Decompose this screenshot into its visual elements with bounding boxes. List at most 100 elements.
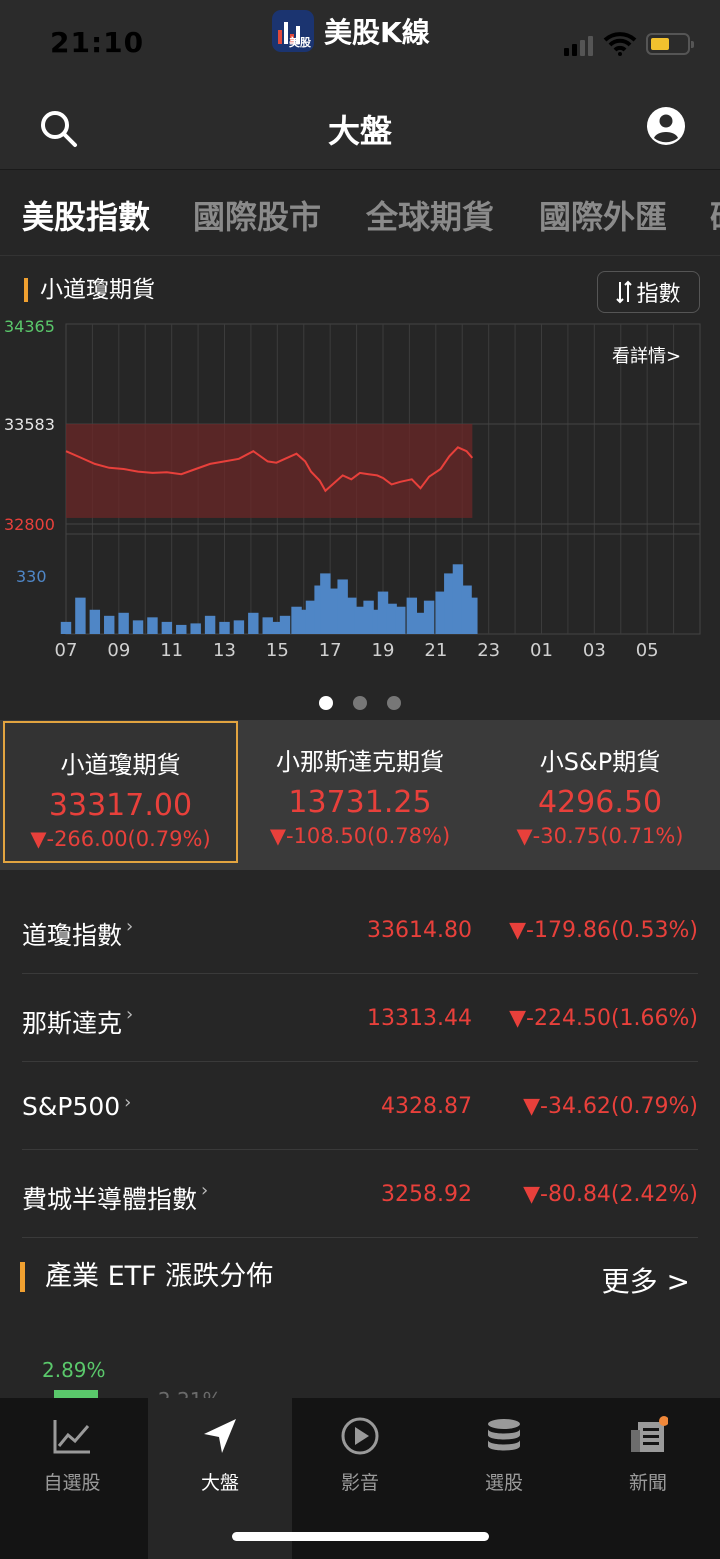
- switch-index-button[interactable]: 指數: [597, 271, 700, 313]
- index-row-nasdaq[interactable]: 那斯達克 › 13313.44 ▼-224.50(1.66%): [22, 974, 698, 1062]
- tab-forex[interactable]: 國際外匯: [539, 198, 668, 236]
- volume-bar: [204, 615, 216, 634]
- index-price: 33614.80: [367, 918, 472, 943]
- battery-icon: [646, 33, 694, 55]
- navigation-arrow-icon: [204, 1419, 236, 1453]
- newspaper-icon: [631, 1416, 668, 1452]
- volume-bar: [291, 606, 302, 634]
- index-row-sox[interactable]: 費城半導體指數 › 3258.92 ▼-80.84(2.42%): [22, 1150, 698, 1238]
- status-time: 21:10: [50, 26, 145, 59]
- volume-bar: [118, 612, 129, 634]
- pager-dot-2[interactable]: [353, 696, 367, 710]
- tabbar-watchlist[interactable]: 自選股: [0, 1398, 144, 1559]
- volume-bar: [452, 564, 464, 634]
- status-bar: 21:10 美股 美股K線: [0, 0, 720, 88]
- index-row-dow[interactable]: 道瓊指數 › 33614.80 ▼-179.86(0.53%): [22, 886, 698, 974]
- pager-dot-3[interactable]: [387, 696, 401, 710]
- tabbar-screener[interactable]: 選股: [432, 1398, 576, 1559]
- chart-section: 小道瓊期貨 指數 34365 33583 32800 330 07 09 11 13 15 17 1…: [0, 256, 720, 720]
- tabbar-news[interactable]: 新聞: [576, 1398, 720, 1559]
- index-row-sp500[interactable]: S&P500 › 4328.87 ▼-34.62(0.79%): [22, 1062, 698, 1150]
- tabbar-media[interactable]: 影音: [288, 1398, 432, 1559]
- y-tick-label: 32800: [4, 515, 55, 534]
- futures-change: ▼-30.75(0.71%): [516, 824, 684, 848]
- database-stack-icon: [488, 1419, 520, 1451]
- chevron-right-icon: ›: [126, 1004, 134, 1025]
- tab-us-indices[interactable]: 美股指數: [22, 198, 151, 236]
- index-price: 13313.44: [367, 1006, 472, 1031]
- volume-bar: [233, 620, 245, 634]
- volume-bar: [346, 597, 357, 634]
- index-change: ▼-80.84(2.42%): [523, 1182, 698, 1207]
- index-name: 費城半導體指數: [22, 1185, 198, 1214]
- play-circle-icon: [341, 1417, 379, 1455]
- chart-pager: [0, 696, 720, 710]
- pager-dot-1[interactable]: [319, 696, 333, 710]
- volume-bar: [299, 609, 311, 634]
- volume-bar: [75, 597, 86, 634]
- volume-bar: [147, 617, 158, 634]
- tabbar-label: 大盤: [200, 1472, 239, 1494]
- index-change: ▼-224.50(1.66%): [509, 1006, 698, 1031]
- cellular-signal-icon: [564, 36, 593, 56]
- x-tick-label: 05: [636, 640, 659, 661]
- tabbar-label: 影音: [340, 1472, 379, 1494]
- volume-bar: [89, 609, 101, 634]
- futures-price: 4296.50: [537, 785, 663, 820]
- volume-bar: [161, 621, 173, 634]
- volume-bar: [320, 573, 331, 634]
- tab-more[interactable]: 研: [710, 192, 720, 238]
- wifi-icon: [603, 32, 637, 56]
- view-detail-link[interactable]: 看詳情>: [612, 346, 682, 367]
- index-list: 道瓊指數 › 33614.80 ▼-179.86(0.53%) 那斯達克 › 133…: [0, 886, 720, 1238]
- y-tick-label: 33583: [4, 415, 55, 434]
- x-tick-label: 17: [319, 640, 342, 661]
- volume-bar: [219, 621, 230, 634]
- home-indicator[interactable]: [232, 1532, 489, 1541]
- x-tick-label: 11: [160, 640, 183, 661]
- futures-price: 33317.00: [48, 788, 193, 823]
- tab-global-futures[interactable]: 全球期貨: [366, 198, 495, 236]
- etf-more-link[interactable]: 更多 >: [601, 1265, 690, 1298]
- volume-bar: [262, 617, 273, 634]
- volume-bar: [190, 623, 201, 634]
- volume-bar: [314, 585, 325, 634]
- futures-row: 小道瓊期貨 33317.00 ▼-266.00(0.79%) 小那斯達克期貨 1…: [0, 720, 720, 870]
- volume-bar: [271, 621, 282, 634]
- tabbar-label: 新聞: [628, 1472, 667, 1494]
- futures-card-nasdaq[interactable]: 小那斯達克期貨 13731.25 ▼-108.50(0.78%): [240, 720, 480, 866]
- futures-card-dow[interactable]: 小道瓊期貨 33317.00 ▼-266.00(0.79%): [3, 721, 238, 863]
- futures-change: ▼-266.00(0.79%): [30, 827, 211, 851]
- y-tick-label: 34365: [4, 317, 55, 336]
- index-name: 那斯達克: [22, 1009, 123, 1038]
- index-price: 3258.92: [381, 1182, 472, 1207]
- volume-bar: [435, 591, 446, 634]
- volume-axis-label: 330: [16, 567, 47, 586]
- index-price: 4328.87: [381, 1094, 472, 1119]
- app-logo-text: 美股: [289, 36, 311, 49]
- page-title: 大盤: [327, 112, 392, 150]
- tab-international-stocks[interactable]: 國際股市: [193, 198, 322, 236]
- volume-bar: [60, 621, 72, 634]
- futures-card-sp[interactable]: 小S&P期貨 4296.50 ▼-30.75(0.71%): [480, 720, 720, 866]
- x-tick-label: 09: [107, 640, 130, 661]
- volume-bar: [372, 609, 383, 634]
- x-tick-label: 03: [583, 640, 606, 661]
- intraday-chart[interactable]: 34365 33583 32800 330 07 09 11 13 15 17 19 21 23 01 03…: [0, 314, 720, 674]
- etf-section-title: 產業 ETF 漲跌分佈: [20, 1262, 273, 1292]
- app-logo-icon: 美股: [272, 10, 314, 52]
- tabbar-label: 自選股: [43, 1472, 101, 1494]
- volume-bar: [248, 612, 259, 634]
- volume-bar: [423, 600, 435, 634]
- swap-arrows-icon: [616, 280, 633, 304]
- nav-header: 大盤: [0, 88, 720, 170]
- index-name: 道瓊指數: [22, 921, 123, 950]
- index-name: S&P500: [22, 1092, 121, 1121]
- etf-section-header: 產業 ETF 漲跌分佈 更多 >: [20, 1258, 700, 1298]
- volume-bar: [104, 615, 115, 634]
- futures-name: 小那斯達克期貨: [276, 748, 444, 776]
- user-profile-icon[interactable]: [646, 106, 686, 146]
- search-icon[interactable]: [38, 108, 78, 148]
- x-tick-label: 21: [424, 640, 447, 661]
- chevron-right-icon: ›: [124, 1092, 132, 1113]
